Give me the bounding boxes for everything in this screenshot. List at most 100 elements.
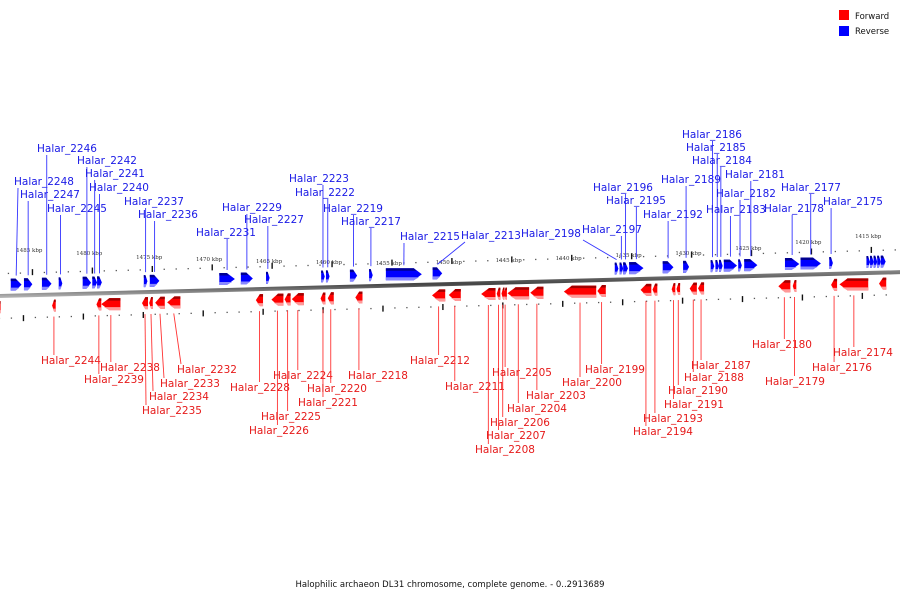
gene-label-reverse: Halar_2198 (521, 228, 581, 240)
gene-arrow-shade (0, 301, 1, 304)
tick-minor-upper (726, 253, 729, 256)
gene-arrow-highlight (97, 307, 102, 311)
tick-minor-upper (367, 263, 369, 265)
gene-arrow-shade (219, 272, 230, 276)
tick-minor-upper (307, 264, 309, 267)
tick-label: 1440 kbp (556, 256, 583, 262)
gene-label-forward: Halar_2224 (273, 370, 333, 382)
reverse-gene (800, 257, 821, 270)
tick-minor-upper (79, 270, 81, 273)
gene-label-forward: Halar_2244 (41, 355, 101, 367)
tick-major-upper (91, 267, 94, 274)
gene-arrow-shade (437, 289, 446, 292)
gene-arrow-shade (873, 255, 876, 259)
tick-minor-lower (10, 317, 13, 319)
tick-minor-lower (550, 303, 552, 305)
tick-minor-lower (346, 308, 348, 310)
gene-arrow-shade (53, 299, 56, 303)
tick-label: 1420 kbp (795, 240, 822, 246)
gene-label-reverse: Halar_2231 (196, 227, 256, 239)
gene-arrow-highlight (677, 292, 681, 296)
forward-gene (155, 296, 165, 309)
tick-major-upper (451, 258, 453, 265)
gene-arrow-highlight (744, 268, 755, 272)
gene-arrow-shade (502, 287, 505, 291)
reverse-gene (325, 270, 330, 283)
reverse-genes (10, 255, 886, 291)
gene-label-forward: Halar_2220 (307, 383, 367, 395)
gene-arrow-shade (369, 269, 372, 272)
gene-label-reverse: Halar_2177 (781, 182, 841, 194)
gene-arrow-highlight (58, 286, 62, 290)
gene-arrow-highlight (502, 296, 505, 300)
gene-arrow-shade (258, 294, 264, 297)
tick-minor-upper (223, 267, 225, 269)
gene-arrow-highlight (699, 291, 705, 295)
gene-label-forward: Halar_2212 (410, 355, 470, 367)
reverse-gene (23, 278, 33, 291)
gene-label-forward: Halar_2193 (643, 413, 703, 425)
tick-minor-upper (786, 252, 789, 254)
gene-arrow-shade (286, 293, 291, 296)
gene-arrow-shade (486, 288, 496, 291)
gene-arrow-highlight (842, 287, 869, 291)
gene-label-reverse: Halar_2236 (138, 209, 198, 221)
leader-line (173, 313, 182, 365)
forward-gene (503, 287, 507, 300)
tick-minor-lower (370, 307, 372, 310)
tick-minor-upper (463, 260, 465, 263)
tick-minor-upper (714, 254, 717, 256)
tick-major-lower (382, 305, 384, 312)
tick-label: 1465 kbp (256, 259, 283, 265)
gene-label-forward: Halar_2203 (526, 390, 586, 402)
tick-minor-lower (214, 312, 216, 314)
reverse-gene (149, 274, 160, 287)
tick-minor-lower (669, 299, 672, 302)
reverse-gene (738, 259, 742, 272)
gene-arrow-highlight (497, 296, 501, 300)
tick-minor-upper (187, 268, 189, 270)
reverse-gene (829, 256, 833, 269)
tick-major-lower (861, 292, 864, 299)
tick-minor-lower (274, 310, 276, 312)
tick-major-upper (331, 261, 333, 268)
gene-arrow-highlight (369, 278, 373, 282)
gene-arrow-highlight (143, 306, 148, 310)
reverse-gene (744, 259, 758, 272)
tick-major-lower (741, 296, 744, 303)
tick-minor-upper (115, 269, 117, 272)
gene-arrow-highlight (451, 297, 461, 301)
gene-arrow-shade (106, 298, 121, 301)
tick-minor-lower (765, 297, 768, 299)
tick-major-lower (22, 315, 25, 322)
tick-major-upper (750, 250, 753, 257)
tick-minor-upper (798, 251, 801, 254)
tick-minor-lower (478, 305, 480, 307)
legend-swatch-reverse (839, 26, 849, 36)
forward-gene (101, 298, 121, 311)
gene-arrow-shade (144, 297, 148, 300)
tick-minor-upper (7, 272, 10, 275)
gene-label-forward: Halar_2226 (249, 425, 309, 437)
tick-minor-upper (834, 250, 836, 253)
gene-arrow-highlight (219, 281, 233, 285)
gene-arrow-highlight (784, 267, 797, 271)
tick-minor-lower (609, 301, 612, 303)
forward-gene (355, 291, 363, 304)
tick-minor-lower (633, 300, 636, 303)
gene-arrow-shade (143, 275, 147, 278)
tick-minor-lower (166, 313, 168, 315)
gene-arrow-shade (600, 285, 606, 288)
tick-label: 1435 kbp (615, 253, 642, 259)
tick-minor-upper (523, 259, 525, 261)
gene-arrow-highlight (719, 268, 722, 272)
tick-minor-upper (427, 261, 429, 263)
gene-arrow-highlight (880, 286, 887, 290)
gene-label-reverse: Halar_2217 (341, 216, 401, 228)
gene-arrow-shade (715, 259, 718, 263)
tick-minor-upper (475, 260, 477, 262)
gene-arrow-highlight (599, 294, 606, 298)
tick-minor-upper (559, 258, 561, 260)
gene-label-forward: Halar_2235 (142, 405, 202, 417)
gene-arrow-highlight (321, 301, 326, 305)
